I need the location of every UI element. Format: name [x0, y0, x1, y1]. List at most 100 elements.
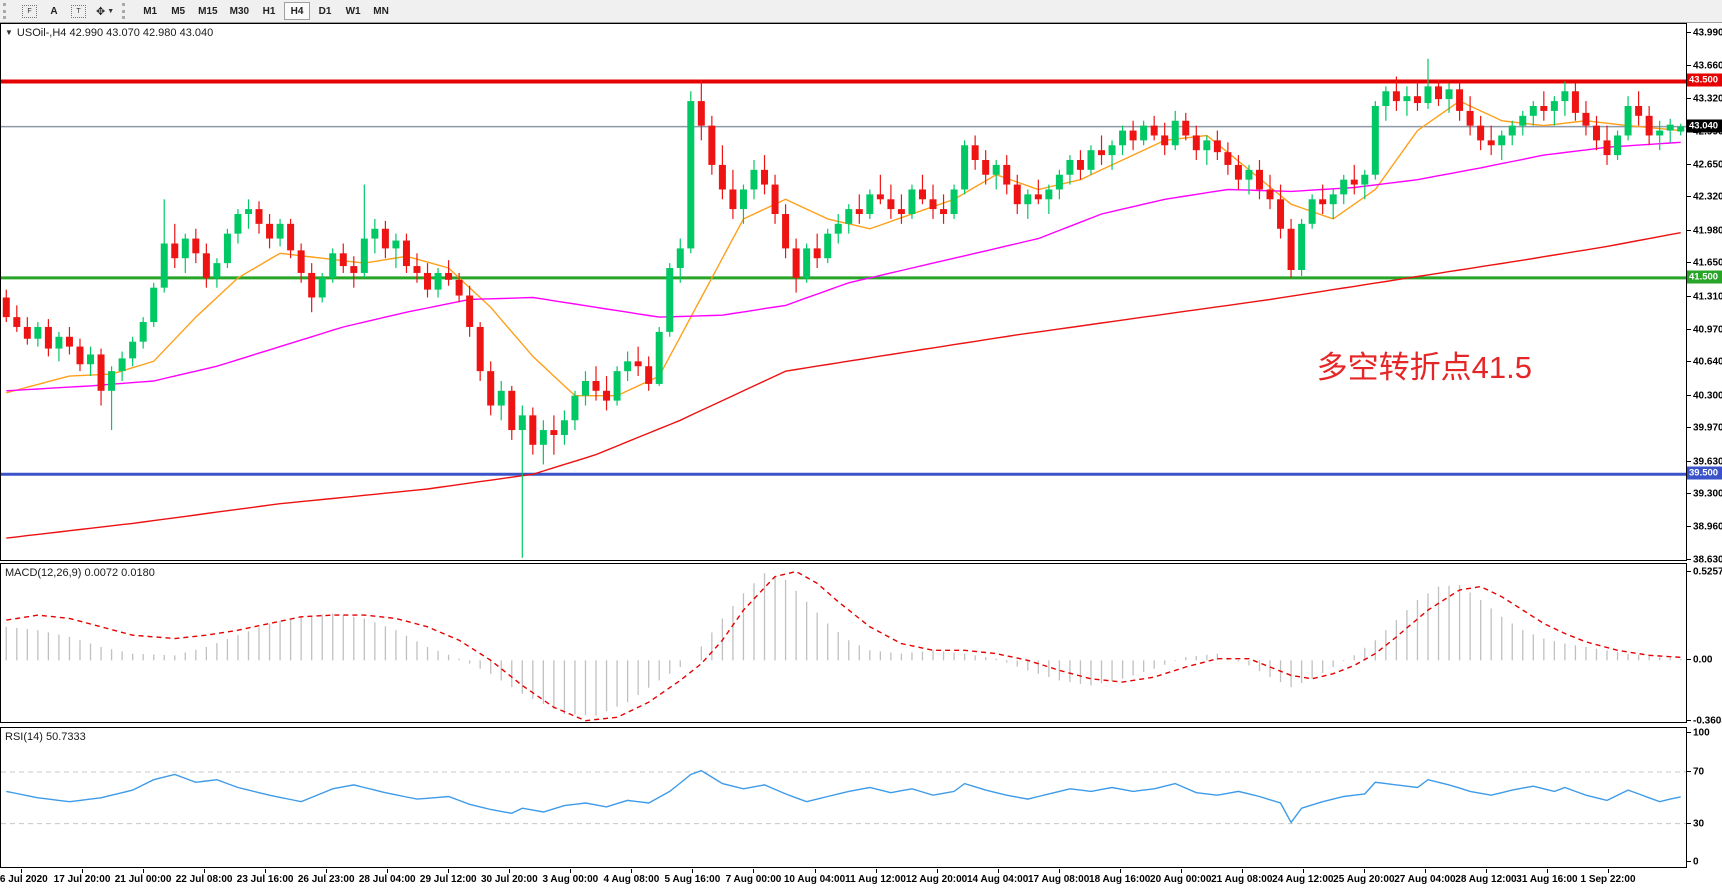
axis-tick-mark [1687, 559, 1691, 560]
time-tick-mark [1424, 869, 1426, 873]
macd-signal-line [6, 570, 1681, 722]
rsi-label: RSI(14) 50.7333 [5, 731, 86, 743]
time-label: 20 Aug 00:00 [1150, 874, 1212, 885]
time-label: 16 Jul 2020 [0, 874, 48, 885]
price-badge-41.500: 41.500 [1687, 270, 1722, 284]
time-tick-mark [1363, 869, 1365, 873]
time-label: 29 Jul 12:00 [419, 874, 477, 885]
price-axis[interactable]: 43.99043.66043.32042.99042.65042.32041.9… [1687, 23, 1722, 565]
text-tool-button[interactable]: T [67, 2, 90, 20]
time-tick-mark [1608, 869, 1609, 873]
timeframe-button-w1[interactable]: W1 [345, 5, 361, 17]
ma-slow-red [6, 232, 1681, 539]
time-tick-mark [204, 869, 206, 873]
axis-tick-mark [1687, 164, 1691, 165]
time-tick-mark [143, 869, 145, 873]
axis-tick-mark [1687, 771, 1691, 772]
time-label: 21 Jul 00:00 [114, 874, 172, 885]
axis-tick-mark [1687, 262, 1691, 263]
axis-tick-label: 39.970 [1693, 422, 1722, 433]
timeframe-button-m15[interactable]: M15 [198, 5, 218, 17]
axis-tick-label: 43.660 [1693, 60, 1722, 71]
symbol-dropdown-icon[interactable]: ▼ [5, 28, 13, 37]
cursor-tool-icon: ✥ [96, 5, 106, 18]
time-tick-mark [814, 869, 816, 873]
time-label: 17 Aug 08:00 [1027, 874, 1090, 885]
rsi-line [6, 769, 1681, 824]
time-tick-mark [570, 869, 572, 873]
axis-tick-mark [1687, 732, 1691, 733]
axis-tick-label: 41.310 [1693, 291, 1722, 302]
axis-tick-label: 0.00 [1693, 654, 1713, 665]
axis-tick-mark [1687, 427, 1691, 428]
time-tick-mark [1302, 869, 1304, 873]
time-label: 17 Jul 20:00 [53, 874, 111, 885]
chart-frame-icon: F [22, 4, 37, 18]
time-label: 5 Aug 16:00 [664, 874, 721, 885]
axis-tick-mark [1687, 329, 1691, 330]
chart-title: ▼ USOil-,H4 42.990 43.070 42.980 43.040 [5, 27, 213, 39]
chart-frame-tool-button[interactable]: F [18, 2, 41, 20]
axis-tick-mark [1687, 395, 1691, 396]
timeframe-button-m30[interactable]: M30 [229, 5, 250, 17]
candles-layer [2, 58, 1685, 558]
time-tick-mark [82, 869, 84, 873]
macd-canvas[interactable] [1, 564, 1686, 722]
time-tick-mark [21, 869, 22, 873]
time-tick-mark [387, 869, 389, 873]
axis-tick-mark [1687, 32, 1691, 33]
time-tick-mark [326, 869, 328, 873]
timeframe-button-h4[interactable]: H4 [284, 2, 311, 20]
time-label: 31 Aug 16:00 [1516, 874, 1578, 885]
ma-layer [6, 100, 1681, 539]
axis-tick-mark [1687, 196, 1691, 197]
time-tick-mark [753, 869, 755, 873]
macd-axis[interactable]: 0.5257 0.00 -0.3603 [1687, 563, 1722, 726]
arrow-tool-icon: A [50, 5, 58, 17]
time-label: 10 Aug 04:00 [783, 874, 846, 885]
timeframe-button-d1[interactable]: D1 [318, 5, 332, 17]
axis-tick-label: 0 [1693, 856, 1699, 867]
main-chart-canvas[interactable] [1, 24, 1686, 560]
axis-tick-label: 39.630 [1693, 456, 1722, 467]
timeframe-button-mn[interactable]: MN [373, 5, 389, 17]
time-label: 21 Aug 08:00 [1211, 874, 1273, 885]
macd-histogram-layer [5, 573, 1682, 716]
axis-tick-label: 100 [1693, 727, 1710, 738]
text-tool-icon: T [71, 4, 86, 18]
axis-tick-label: 0.5257 [1693, 566, 1722, 577]
axis-tick-mark [1687, 361, 1691, 362]
pivot-annotation-text: 多空转折点41.5 [1316, 350, 1532, 385]
axis-tick-label: 43.320 [1693, 93, 1722, 104]
main-chart-panel: ▼ USOil-,H4 42.990 43.070 42.980 43.040 多… [0, 23, 1687, 561]
axis-tick-mark [1687, 659, 1691, 660]
axis-tick-mark [1687, 493, 1691, 494]
time-label: 1 Sep 22:00 [1580, 874, 1636, 885]
toolbar-group-handle[interactable] [122, 3, 130, 19]
axis-tick-label: 42.650 [1693, 159, 1722, 170]
toolbar-drag-handle[interactable] [3, 3, 11, 19]
time-label: 30 Jul 20:00 [480, 874, 538, 885]
rsi-canvas[interactable] [1, 728, 1686, 867]
timeframe-button-m5[interactable]: M5 [171, 5, 186, 17]
timeframe-button-h1[interactable]: H1 [262, 5, 276, 17]
timeframe-button-m1[interactable]: M1 [143, 5, 158, 17]
time-tick-mark [1485, 869, 1487, 873]
time-label: 22 Jul 08:00 [175, 874, 233, 885]
price-badge-43.040: 43.040 [1687, 119, 1722, 133]
arrow-tool-button[interactable]: A [43, 2, 65, 20]
time-label: 4 Aug 08:00 [603, 874, 660, 885]
time-tick-mark [875, 869, 877, 873]
time-label: 23 Jul 16:00 [236, 874, 294, 885]
axis-tick-label: 70 [1693, 766, 1705, 777]
rsi-axis[interactable]: 100 70 30 0 [1687, 727, 1722, 868]
axis-tick-mark [1687, 98, 1691, 99]
axis-tick-mark [1687, 65, 1691, 66]
time-label: 25 Aug 20:00 [1333, 874, 1395, 885]
cursor-tool-button[interactable]: ✥ ▼ [92, 2, 118, 20]
axis-tick-label: 40.970 [1693, 324, 1722, 335]
time-tick-mark [936, 869, 938, 873]
time-tick-mark [265, 869, 267, 873]
